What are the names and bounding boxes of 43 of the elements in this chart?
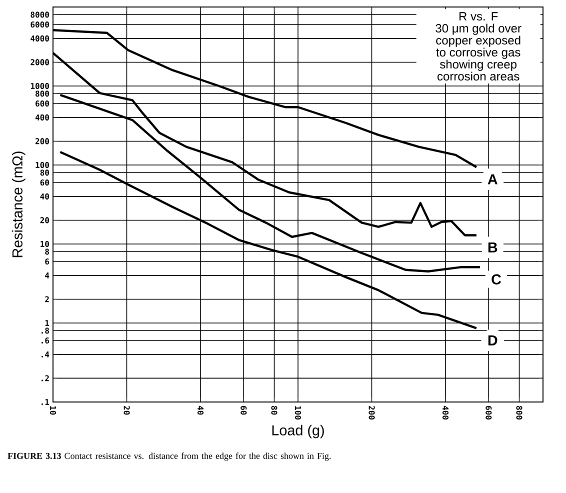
text: FIGURE 3.13 Contact resistance vs. distance from the edge for the disc shown in Fig.	[8, 452, 331, 461]
y-tick-label: 40	[40, 193, 49, 200]
y-tick-label: 80	[40, 170, 49, 176]
y-tick-label: 200	[35, 138, 49, 144]
y-tick-label: 10	[40, 240, 49, 248]
y-tick-label: .6	[42, 337, 50, 344]
y-tick-label: .2	[42, 375, 49, 382]
y-axis-title: Resistance (mΩ)	[12, 152, 26, 258]
y-tick-label: 60	[40, 179, 49, 186]
y-tick-label: 100	[36, 162, 49, 168]
y-tick-label: 1	[45, 320, 50, 326]
x-tick-label: 40	[197, 406, 204, 415]
y-tick-label: 2	[45, 296, 49, 302]
y-tick-label: 4	[45, 272, 50, 278]
y-tick-label: 4000	[30, 35, 49, 42]
x-axis-title: Load (g)	[272, 424, 324, 438]
y-tick-label: .1	[42, 399, 50, 405]
y-tick-label: 400	[35, 114, 49, 120]
y-tick-label: 8	[45, 248, 49, 255]
series-label: B	[488, 242, 498, 252]
series-label: C	[492, 274, 502, 284]
x-tick-label: 80	[271, 406, 278, 415]
x-tick-label: 600	[486, 406, 492, 420]
y-tick-label: 20	[40, 217, 49, 224]
y-tick-label: 600	[36, 100, 49, 107]
x-tick-label: 200	[368, 406, 375, 420]
x-tick-label: 20	[124, 406, 130, 415]
series-label: D	[488, 335, 498, 346]
chart-title: R vs. F	[460, 12, 498, 21]
x-tick-label: 60	[240, 406, 247, 415]
text: 30 μm gold over copper exposed to corrosive gas showing creep corrosion areas	[436, 24, 522, 81]
x-tick-label: 400	[442, 406, 449, 420]
series-label: A	[488, 174, 498, 184]
y-tick-label: 6	[45, 258, 50, 265]
x-tick-label: 100	[294, 406, 302, 420]
x-tick-label: 800	[516, 406, 522, 420]
y-tick-label: 2000	[30, 59, 49, 66]
y-tick-label: .8	[42, 328, 49, 334]
y-tick-label: .4	[42, 352, 50, 358]
y-tick-label: 8000	[30, 12, 49, 18]
y-tick-label: 1000	[30, 82, 49, 90]
y-tick-label: 6000	[30, 21, 49, 28]
y-tick-label: 800	[36, 90, 49, 97]
